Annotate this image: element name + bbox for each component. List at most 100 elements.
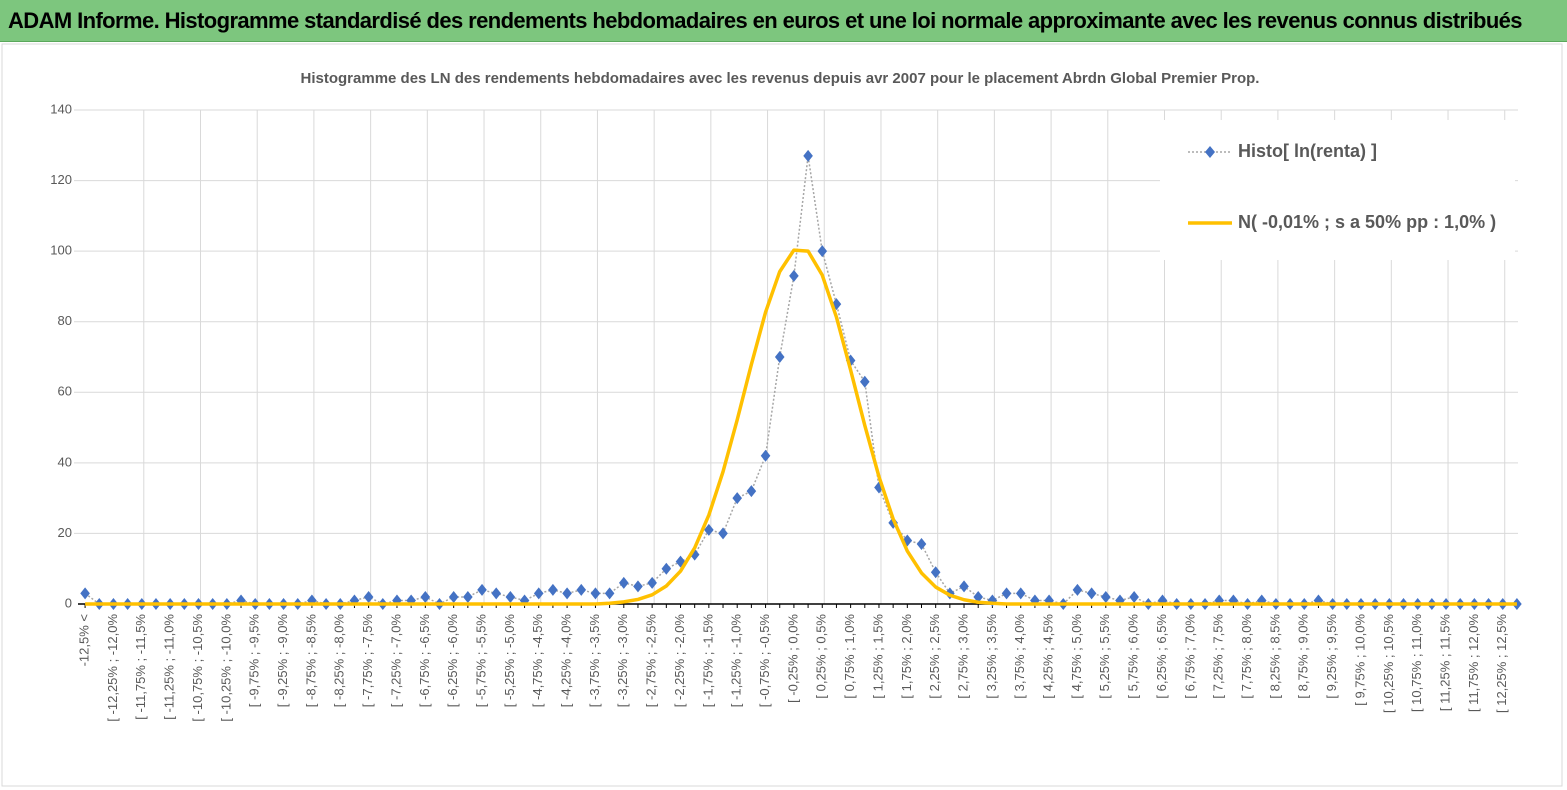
data-point <box>633 580 643 593</box>
y-tick-label: 60 <box>58 384 72 399</box>
x-tick-label: [ 2,75% ; 3,0% <box>955 614 970 699</box>
legend-label: Histo[ ln(renta) ] <box>1238 141 1377 161</box>
header-title: ADAM Informe. Histogramme standardisé de… <box>8 8 1523 33</box>
x-tick-label: [ 6,75% ; 7,0% <box>1182 614 1197 699</box>
x-tick-label: [ -7,75% ; -7,5% <box>360 614 375 708</box>
data-point <box>448 590 459 603</box>
data-point <box>1072 583 1083 596</box>
data-point <box>1100 590 1111 603</box>
legend-box <box>1160 120 1515 260</box>
x-tick-label: [ 7,25% ; 7,5% <box>1211 614 1226 699</box>
x-tick-label: [ -3,75% ; -3,5% <box>587 614 602 708</box>
data-point <box>420 590 431 603</box>
x-tick-label: [ -8,25% ; -8,0% <box>332 614 347 708</box>
x-tick-label: [ -12,25% ; -12,0% <box>105 614 120 722</box>
data-point <box>704 523 714 536</box>
data-point <box>363 590 374 603</box>
x-tick-label: [ 1,25% ; 1,5% <box>870 614 885 699</box>
data-point <box>1086 587 1097 600</box>
x-tick-label: [ -7,25% ; -7,0% <box>388 614 403 708</box>
data-point <box>675 555 686 568</box>
x-tick-label: [ -8,75% ; -8,5% <box>303 614 318 708</box>
x-tick-label: [ 11,75% ; 12,0% <box>1466 614 1481 712</box>
x-tick-label: [ -5,25% ; -5,0% <box>502 614 517 708</box>
data-point <box>562 587 572 600</box>
x-tick-label: [ 5,75% ; 6,0% <box>1126 614 1141 699</box>
y-tick-label: 0 <box>65 595 72 610</box>
x-tick-label: [ -6,75% ; -6,5% <box>417 614 432 708</box>
x-tick-label: [ 7,75% ; 8,0% <box>1239 614 1254 699</box>
x-tick-label: [ -1,75% ; -1,5% <box>700 614 715 708</box>
data-point <box>604 587 615 600</box>
x-tick-label: [ 0,25% ; 0,5% <box>814 614 829 699</box>
x-tick-label: [ 9,25% ; 9,5% <box>1324 614 1339 699</box>
data-point <box>746 485 757 498</box>
data-point <box>505 590 516 603</box>
x-tick-label: [ 8,75% ; 9,0% <box>1296 614 1311 699</box>
x-tick-label: [ 11,25% ; 11,5% <box>1437 614 1452 712</box>
data-point <box>477 583 487 596</box>
data-point <box>774 351 785 363</box>
x-tick-label: [ -4,25% ; -4,0% <box>559 614 574 708</box>
x-tick-label: [ 12,25% ; 12,5% <box>1494 614 1509 713</box>
data-point <box>874 481 884 494</box>
data-point <box>1001 587 1012 600</box>
x-tick-label: [ 4,75% ; 5,0% <box>1069 614 1084 699</box>
x-tick-label: [ 10,75% ; 11,0% <box>1409 614 1424 712</box>
x-tick-label: [ -11,25% ; -11,0% <box>162 614 177 720</box>
data-point <box>916 538 927 551</box>
data-point <box>548 583 558 596</box>
data-point <box>1512 598 1522 610</box>
data-point <box>718 527 728 540</box>
x-tick-label: [ -4,75% ; -4,5% <box>530 614 545 708</box>
data-point <box>519 594 530 607</box>
data-point <box>80 587 90 600</box>
data-point <box>803 149 813 162</box>
x-tick-label: [ 1,75% ; 2,0% <box>899 614 914 699</box>
x-tick-label: -12,5% < <box>77 614 92 666</box>
x-tick-label: [ -6,25% ; -6,0% <box>445 614 460 708</box>
y-tick-label: 120 <box>50 172 72 187</box>
data-point <box>533 587 544 600</box>
header: ADAM Informe. Histogramme standardisé de… <box>0 0 1567 42</box>
data-point <box>1129 590 1139 603</box>
data-point <box>959 580 969 593</box>
data-point <box>590 587 601 600</box>
data-point <box>1015 587 1026 600</box>
data-point <box>661 562 672 575</box>
x-tick-label: [ -9,75% ; -9,5% <box>247 614 262 708</box>
data-point <box>817 245 828 258</box>
data-point <box>576 583 587 596</box>
x-tick-label: [ 6,25% ; 6,5% <box>1154 614 1169 699</box>
data-point <box>789 269 799 282</box>
x-tick-label: [ -2,25% ; -2,0% <box>672 614 687 708</box>
x-tick-label: [ 9,75% ; 10,0% <box>1352 614 1367 706</box>
x-tick-label: [ 10,25% ; 10,5% <box>1381 614 1396 713</box>
data-point <box>463 590 473 603</box>
y-tick-label: 100 <box>50 243 72 258</box>
data-point <box>973 590 984 603</box>
data-point <box>732 492 743 505</box>
x-tick-label: [ 5,25% ; 5,5% <box>1097 614 1112 699</box>
x-tick-label: [ -11,75% ; -11,5% <box>133 614 148 720</box>
x-tick-label: [ -2,75% ; -2,5% <box>644 614 659 708</box>
legend-label: N( -0,01% ; s a 50% pp : 1,0% ) <box>1238 212 1496 232</box>
x-tick-label: [ -1,25% ; -1,0% <box>729 614 744 708</box>
data-point <box>930 566 941 579</box>
data-point <box>831 298 842 311</box>
x-tick-label: [ 0,75% ; 1,0% <box>842 614 857 699</box>
data-point <box>618 576 629 589</box>
chart-title: Histogramme des LN des rendements hebdom… <box>301 70 1260 87</box>
x-tick-label: [ 2,25% ; 2,5% <box>927 614 942 699</box>
x-tick-label: [ -9,25% ; -9,0% <box>275 614 290 708</box>
y-tick-label: 80 <box>58 313 72 328</box>
y-tick-label: 40 <box>58 454 72 469</box>
data-point <box>647 576 657 589</box>
x-tick-label: [ -10,75% ; -10,5% <box>190 614 205 722</box>
x-tick-label: [ -3,25% ; -3,0% <box>615 614 630 708</box>
chart: Histogramme des LN des rendements hebdom… <box>1 43 1563 787</box>
x-tick-label: [ 4,25% ; 4,5% <box>1041 614 1056 699</box>
x-tick-label: [ 3,25% ; 3,5% <box>984 614 999 699</box>
x-tick-label: [ -0,25% ; 0,0% <box>785 614 800 703</box>
legend-marker <box>1205 146 1215 158</box>
